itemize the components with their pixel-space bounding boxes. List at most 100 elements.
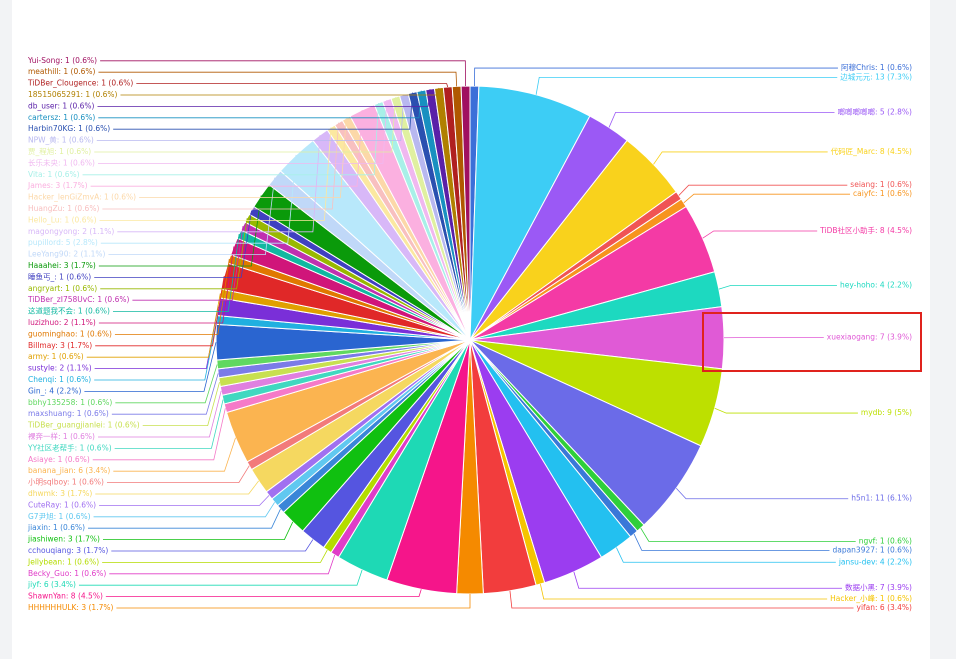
slice-label: dapan3927: 1 (0.6%) xyxy=(832,545,912,554)
slice-label: caiyfc: 1 (0.6%) xyxy=(853,189,912,198)
leader-line xyxy=(100,218,248,290)
leader-line xyxy=(714,407,858,414)
slice-label: angryart: 1 (0.6%) xyxy=(28,284,97,293)
slice-label: seiang: 1 (0.6%) xyxy=(850,180,912,189)
leader-line xyxy=(88,508,281,529)
slice-label: TiDBer_zI758UvC: 1 (0.6%) xyxy=(27,295,129,304)
slice-label: 阿穆Chris: 1 (0.6%) xyxy=(841,62,912,72)
slice-label: yifan: 6 (3.4%) xyxy=(857,603,913,612)
slice-label: maxshuang: 1 (0.6%) xyxy=(28,409,109,418)
highlight-box xyxy=(702,312,922,372)
leader-line xyxy=(120,87,440,96)
leader-line xyxy=(90,110,363,187)
leader-line xyxy=(509,590,854,609)
leader-line xyxy=(93,502,275,518)
leader-line xyxy=(113,92,413,130)
leader-line xyxy=(98,246,235,324)
slice-label: 18515065291: 1 (0.6%) xyxy=(28,90,118,99)
slice-label: cchouqiang: 3 (1.7%) xyxy=(28,546,108,555)
leader-line xyxy=(718,285,837,290)
leader-line xyxy=(98,195,262,267)
slice-label: 裸奔一样: 1 (0.6%) xyxy=(28,431,95,441)
slice-label: sustyle: 2 (1.1%) xyxy=(28,364,92,373)
leader-line xyxy=(675,487,849,500)
leader-line xyxy=(573,571,843,589)
leader-line xyxy=(108,177,276,256)
slice-label: Vita: 1 (0.6%) xyxy=(28,170,80,179)
leader-line xyxy=(94,319,218,381)
leader-line xyxy=(92,408,226,461)
slice-label: jansu-dev: 4 (2.2%) xyxy=(838,557,912,566)
leader-line xyxy=(96,94,405,142)
slice-label: HHHHHHULK: 3 (1.7%) xyxy=(28,603,113,612)
leader-line xyxy=(640,527,856,542)
leader-line xyxy=(116,594,471,609)
leader-line xyxy=(102,521,294,540)
slice-label: 代码匠_Marc: 8 (4.5%) xyxy=(831,146,912,156)
slice-label: Asiaye: 1 (0.6%) xyxy=(28,455,90,464)
leader-line xyxy=(99,127,332,221)
leader-line xyxy=(540,583,828,600)
pie-slice xyxy=(469,85,591,341)
slices xyxy=(215,85,725,595)
pie-slice xyxy=(460,85,471,341)
slice-label: LeeYang90: 2 (1.1%) xyxy=(28,250,106,259)
slice-label: xuexiaogang: 7 (3.9%) xyxy=(827,333,912,342)
slice-label: G7尹旭: 1 (0.6%) xyxy=(28,511,91,521)
leader-line xyxy=(102,122,339,210)
slice-label: James: 3 (1.7%) xyxy=(27,181,88,190)
slice-label: CuteRay: 1 (0.6%) xyxy=(28,500,96,509)
slice-label: Hacker_lenGiZmvA: 1 (0.6%) xyxy=(28,193,136,202)
leader-line xyxy=(142,382,220,427)
leader-line xyxy=(112,234,240,313)
leader-line xyxy=(136,83,449,88)
leader-line xyxy=(132,226,244,301)
slice-label: dhwmk: 3 (1.7%) xyxy=(28,489,92,498)
leader-line xyxy=(95,275,225,347)
leader-line xyxy=(535,76,838,95)
slice-label: 啷啷啷啷啷: 5 (2.8%) xyxy=(838,106,913,116)
leader-line xyxy=(114,258,230,335)
leader-line xyxy=(111,539,314,552)
slice-label: TiDBer_guangjianlei: 1 (0.6%) xyxy=(27,421,140,430)
slice-label: NPW_黄: 1 (0.6%) xyxy=(28,135,94,145)
leader-line xyxy=(95,480,259,495)
leader-line xyxy=(94,210,252,278)
leader-line xyxy=(98,90,422,119)
leader-line xyxy=(683,193,851,204)
leader-line xyxy=(633,533,830,551)
slice-label: Gin_: 4 (2.2%) xyxy=(28,386,81,395)
slice-label: ShawnYan: 8 (4.5%) xyxy=(28,592,103,601)
slice-label: HuangZu: 1 (0.6%) xyxy=(28,204,99,213)
leader-line xyxy=(608,111,835,128)
leader-line xyxy=(100,60,466,87)
leader-line xyxy=(109,554,336,575)
slice-label: Hello_Lu: 1 (0.6%) xyxy=(28,215,97,224)
slice-label: Chenqi: 1 (0.6%) xyxy=(28,375,91,384)
leader-line xyxy=(82,103,379,176)
slice-label: meathill: 1 (0.6%) xyxy=(28,67,96,76)
slice-label: Harbin70KG: 1 (0.6%) xyxy=(28,124,110,133)
labels: 阿穆Chris: 1 (0.6%)边城元元: 13 (7.3%) 啷啷啷啷啷: 5… xyxy=(27,56,912,612)
leader-line xyxy=(474,67,838,87)
leader-line xyxy=(115,364,218,404)
slice-label: jiyf: 6 (3.4%) xyxy=(27,580,76,589)
leader-line xyxy=(105,589,422,597)
slice-label: hey-hoho: 4 (2.2%) xyxy=(840,280,912,289)
leader-line xyxy=(113,437,236,472)
slice-label: Billmay: 3 (1.7%) xyxy=(28,341,92,350)
leader-line xyxy=(106,465,250,484)
leader-line xyxy=(86,293,221,358)
leader-line xyxy=(97,99,388,164)
leader-line xyxy=(111,373,219,415)
leader-line xyxy=(678,184,848,196)
slice-label: db_user: 1 (0.6%) xyxy=(28,101,95,110)
leader-line xyxy=(99,495,270,506)
slice-label: TiDBer_Clougence: 1 (0.6%) xyxy=(27,79,133,88)
slice-label: 小明sqlboy: 1 (0.6%) xyxy=(28,478,104,487)
slice-label: cartersz: 1 (0.6%) xyxy=(28,113,95,122)
leader-line xyxy=(139,118,347,199)
slice-label: 这道题我不会: 1 (0.6%) xyxy=(28,306,110,316)
